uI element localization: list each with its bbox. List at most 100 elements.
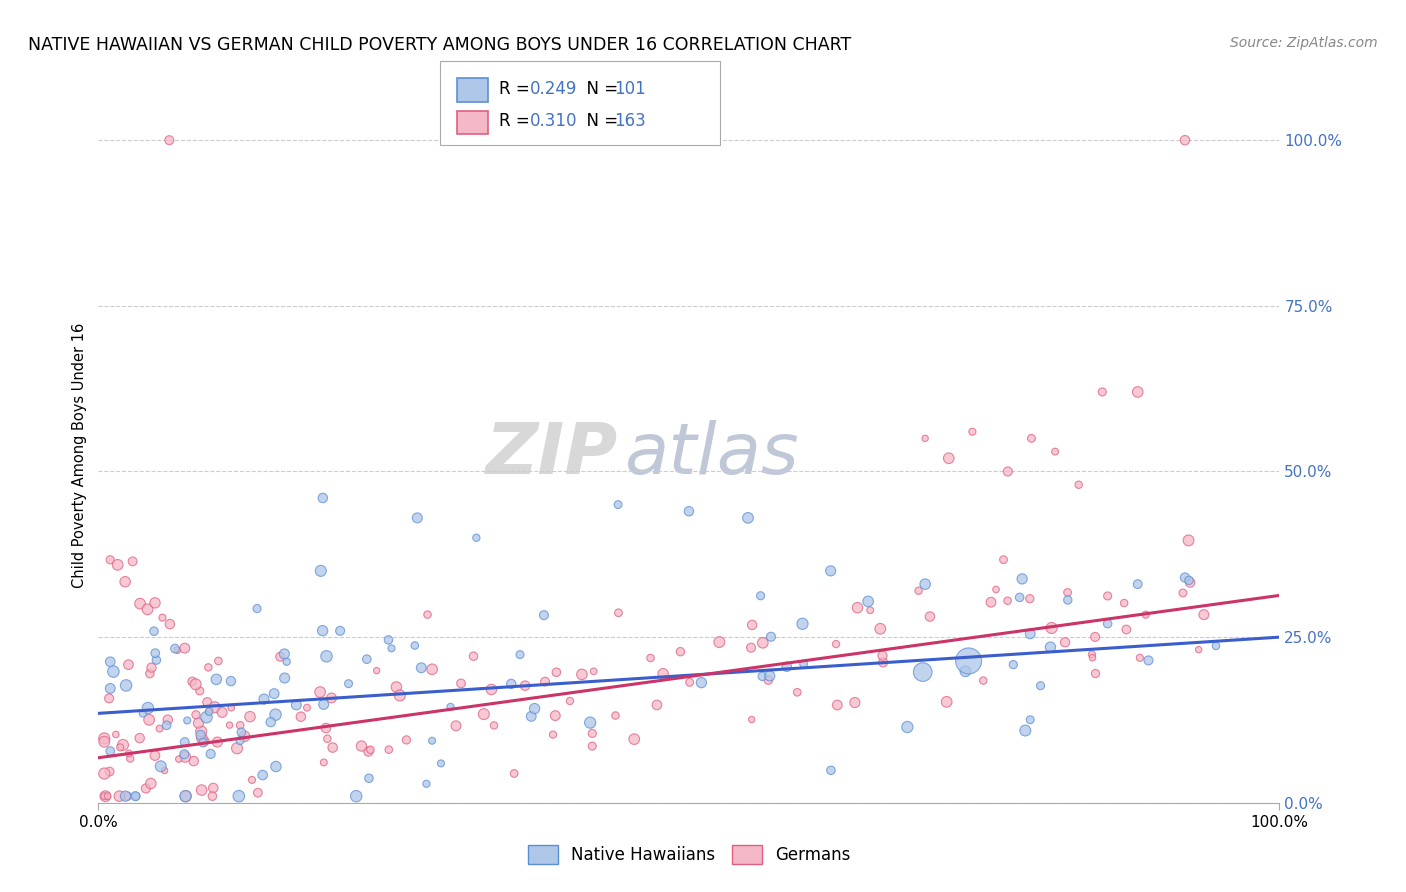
Point xyxy=(558,694,581,708)
Point xyxy=(1056,593,1078,607)
Point xyxy=(143,646,166,660)
Point xyxy=(207,654,229,668)
Point xyxy=(159,617,181,632)
Point xyxy=(439,699,461,714)
Point xyxy=(503,766,526,780)
Point xyxy=(1021,431,1043,445)
Point xyxy=(273,647,295,661)
Point xyxy=(872,648,894,663)
Point xyxy=(1135,607,1157,622)
Point xyxy=(129,597,152,611)
Text: ZIP: ZIP xyxy=(486,420,619,490)
Point xyxy=(264,707,287,722)
Text: 163: 163 xyxy=(614,112,647,130)
Point xyxy=(149,759,172,773)
Point xyxy=(219,700,242,714)
Point xyxy=(420,662,443,676)
Point xyxy=(472,707,495,722)
Point xyxy=(128,731,150,745)
Point xyxy=(239,709,262,723)
Point xyxy=(1014,723,1036,738)
Point xyxy=(193,734,215,748)
Point xyxy=(98,764,121,779)
Point xyxy=(104,727,127,741)
Point xyxy=(1178,574,1201,588)
Point xyxy=(93,789,115,804)
Point xyxy=(1040,621,1063,635)
Point xyxy=(541,728,564,742)
Text: R =: R = xyxy=(499,80,536,98)
Point xyxy=(124,789,146,804)
Point xyxy=(605,708,627,723)
Point xyxy=(579,715,602,730)
Point xyxy=(163,641,186,656)
Point xyxy=(415,777,437,791)
Point xyxy=(322,740,344,755)
Point xyxy=(139,666,162,681)
Point xyxy=(571,667,593,681)
Point xyxy=(253,692,276,706)
Point xyxy=(450,676,472,690)
Point xyxy=(98,553,121,567)
Point xyxy=(285,698,308,712)
Point xyxy=(709,635,731,649)
Point xyxy=(136,602,159,616)
Point xyxy=(872,656,894,670)
Point xyxy=(94,789,117,804)
Point xyxy=(1019,713,1042,727)
Point xyxy=(233,729,256,743)
Y-axis label: Child Poverty Among Boys Under 16: Child Poverty Among Boys Under 16 xyxy=(72,322,87,588)
Point xyxy=(229,733,252,747)
Point xyxy=(97,789,120,804)
Point xyxy=(430,756,453,771)
Point xyxy=(153,764,176,778)
Point xyxy=(544,708,567,723)
Point xyxy=(1137,653,1160,667)
Point xyxy=(935,695,957,709)
Point xyxy=(264,759,287,773)
Point xyxy=(139,776,162,790)
Point xyxy=(1039,640,1062,654)
Point xyxy=(207,735,229,749)
Point xyxy=(652,666,675,681)
Point xyxy=(820,764,842,778)
Point xyxy=(377,632,399,647)
Point xyxy=(1029,679,1052,693)
Point xyxy=(844,696,866,710)
Point xyxy=(1171,586,1194,600)
Text: 0.310: 0.310 xyxy=(530,112,578,130)
Point xyxy=(98,744,121,758)
Point xyxy=(202,780,225,795)
Point xyxy=(758,669,780,683)
Point xyxy=(463,649,485,664)
Point xyxy=(273,671,295,685)
Point xyxy=(1097,616,1119,631)
Point xyxy=(607,498,630,512)
Point xyxy=(155,718,177,732)
Point xyxy=(380,641,402,656)
Point xyxy=(315,649,337,664)
Point xyxy=(276,655,298,669)
Point xyxy=(481,682,503,697)
Point xyxy=(115,678,138,692)
Point xyxy=(132,706,155,721)
Point xyxy=(395,732,418,747)
Text: 101: 101 xyxy=(614,80,647,98)
Point xyxy=(993,552,1015,566)
Point xyxy=(1114,596,1136,610)
Point xyxy=(309,685,332,699)
Point xyxy=(263,687,285,701)
Point xyxy=(997,465,1019,479)
Point xyxy=(174,789,197,804)
Point xyxy=(111,738,134,752)
Point xyxy=(1008,591,1031,605)
Point xyxy=(820,564,842,578)
Point xyxy=(1177,533,1199,548)
Point xyxy=(846,600,869,615)
Point xyxy=(825,637,848,651)
Legend: Native Hawaiians, Germans: Native Hawaiians, Germans xyxy=(520,838,858,871)
Point xyxy=(1002,657,1025,672)
Point xyxy=(756,673,779,687)
Point xyxy=(669,645,692,659)
Point xyxy=(388,689,411,703)
